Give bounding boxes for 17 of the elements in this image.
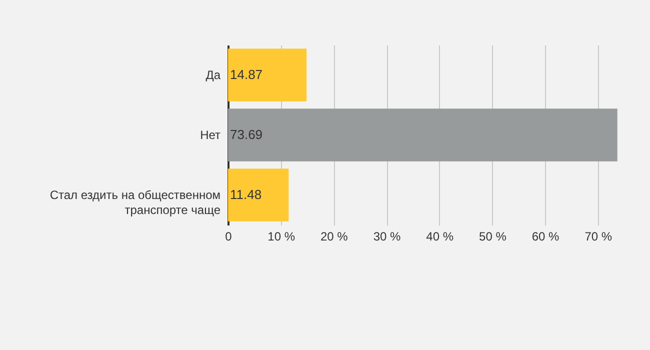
bar xyxy=(228,108,618,162)
data-label: 11.48 xyxy=(230,187,262,202)
x-tick-label: 40 % xyxy=(426,230,454,244)
x-tick-label: 60 % xyxy=(532,230,560,244)
data-label: 73.69 xyxy=(230,127,263,142)
data-label: 14.87 xyxy=(230,67,263,82)
x-tick-label: 30 % xyxy=(373,230,402,244)
x-tick-label: 70 % xyxy=(584,230,612,244)
y-tick-label: Да xyxy=(206,68,221,82)
bar xyxy=(228,48,307,102)
x-tick-label: 0 xyxy=(225,230,232,244)
x-tick-label: 10 % xyxy=(268,230,296,244)
x-tick-label: 20 % xyxy=(320,230,348,244)
x-tick-label: 50 % xyxy=(479,230,507,244)
y-tick-label: Нет xyxy=(200,128,222,142)
y-tick-label: Стал ездить на общественном транспорте чаще xyxy=(50,188,221,217)
bar xyxy=(228,168,289,222)
